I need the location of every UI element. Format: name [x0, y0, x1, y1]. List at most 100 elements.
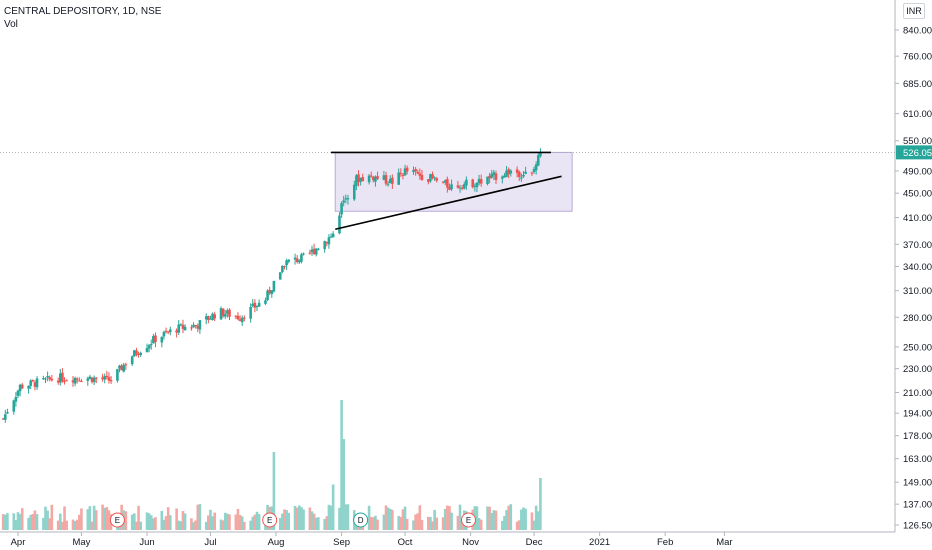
candle-body[interactable] [272, 280, 276, 292]
candle-body[interactable] [42, 378, 45, 380]
candle-body[interactable] [401, 174, 405, 176]
candle-body[interactable] [435, 178, 439, 181]
candle-body[interactable] [75, 378, 79, 380]
candle-body[interactable] [190, 327, 193, 329]
candle-body[interactable] [460, 187, 464, 189]
candle-body[interactable] [20, 384, 24, 389]
candle-body[interactable] [211, 313, 214, 321]
candle-body[interactable] [198, 320, 202, 330]
candle-body[interactable] [427, 179, 430, 182]
candle-body[interactable] [486, 176, 489, 185]
candle-body[interactable] [505, 170, 508, 177]
candle-body[interactable] [532, 168, 536, 172]
event-marker-icon[interactable] [109, 512, 125, 528]
candle-body[interactable] [403, 168, 407, 176]
candle-body[interactable] [479, 179, 483, 184]
candle-body[interactable] [346, 198, 350, 200]
candle-body[interactable] [431, 174, 434, 179]
candle-body[interactable] [312, 248, 316, 255]
candle-body[interactable] [517, 171, 521, 177]
candle-body[interactable] [162, 331, 166, 337]
candle-body[interactable] [477, 178, 481, 184]
candle-body[interactable] [536, 155, 540, 166]
candle-body[interactable] [374, 176, 377, 182]
candle-body[interactable] [196, 325, 200, 329]
candle-body[interactable] [18, 384, 22, 392]
candle-body[interactable] [471, 179, 475, 188]
candle-body[interactable] [302, 253, 305, 255]
candle-body[interactable] [443, 180, 447, 183]
candle-body[interactable] [207, 316, 210, 320]
candle-body[interactable] [160, 336, 164, 343]
candle-body[interactable] [71, 380, 75, 383]
candle-body[interactable] [255, 306, 259, 308]
currency-badge[interactable]: INR [903, 3, 925, 19]
candle-body[interactable] [240, 317, 244, 323]
candle-body[interactable] [270, 290, 274, 295]
support-trendline[interactable] [335, 175, 562, 231]
candle-body[interactable] [391, 177, 394, 184]
candle-body[interactable] [124, 364, 128, 366]
candle-body[interactable] [122, 364, 126, 372]
candle-body[interactable] [361, 177, 365, 182]
candle-body[interactable] [433, 177, 436, 179]
candle-body[interactable] [329, 236, 333, 238]
candle-body[interactable] [414, 169, 417, 172]
candle-body[interactable] [130, 356, 134, 365]
candle-body[interactable] [293, 257, 297, 260]
candle-body[interactable] [283, 265, 286, 267]
candle-body[interactable] [238, 319, 242, 321]
candle-body[interactable] [429, 174, 432, 182]
candle-body[interactable] [137, 353, 140, 355]
candle-body[interactable] [355, 175, 358, 186]
candle-body[interactable] [344, 198, 348, 200]
candle-body[interactable] [101, 377, 104, 380]
candle-body[interactable] [1, 418, 5, 420]
candle-body[interactable] [278, 272, 282, 280]
candle-body[interactable] [386, 183, 390, 185]
candle-body[interactable] [530, 172, 534, 174]
candle-body[interactable] [515, 169, 519, 173]
candle-body[interactable] [152, 336, 155, 344]
candle-body[interactable] [450, 184, 453, 190]
candle-body[interactable] [204, 316, 208, 320]
candle-body[interactable] [56, 380, 60, 383]
candle-body[interactable] [412, 170, 415, 173]
candle-body[interactable] [27, 385, 30, 389]
candle-body[interactable] [65, 380, 68, 382]
candle-body[interactable] [78, 380, 81, 382]
candle-body[interactable] [253, 302, 257, 308]
candle-body[interactable] [61, 372, 64, 382]
candle-body[interactable] [243, 317, 246, 319]
candle-body[interactable] [135, 350, 138, 355]
candle-body[interactable] [33, 382, 37, 387]
candle-body[interactable] [418, 173, 422, 176]
candle-body[interactable] [120, 365, 123, 371]
candle-body[interactable] [219, 308, 223, 320]
candle-body[interactable] [342, 200, 346, 203]
candle-body[interactable] [86, 378, 90, 381]
candle-body[interactable] [522, 174, 525, 177]
candle-body[interactable] [520, 177, 523, 179]
candle-body[interactable] [300, 254, 303, 262]
candle-body[interactable] [164, 330, 168, 332]
candle-body[interactable] [145, 348, 149, 353]
candle-body[interactable] [382, 175, 386, 180]
candle-body[interactable] [118, 365, 121, 369]
candle-body[interactable] [323, 241, 326, 250]
candle-body[interactable] [192, 324, 195, 328]
candle-body[interactable] [154, 335, 157, 343]
candle-body[interactable] [308, 252, 312, 254]
candle-body[interactable] [48, 377, 52, 380]
candle-body[interactable] [149, 344, 153, 346]
candle-body[interactable] [367, 175, 371, 183]
candle-body[interactable] [317, 248, 320, 250]
candle-body[interactable] [105, 375, 109, 377]
candle-body[interactable] [376, 176, 379, 179]
candle-body[interactable] [249, 306, 252, 319]
candle-body[interactable] [456, 185, 460, 188]
candle-body[interactable] [12, 400, 16, 412]
candle-body[interactable] [473, 185, 477, 187]
candle-body[interactable] [503, 175, 506, 178]
